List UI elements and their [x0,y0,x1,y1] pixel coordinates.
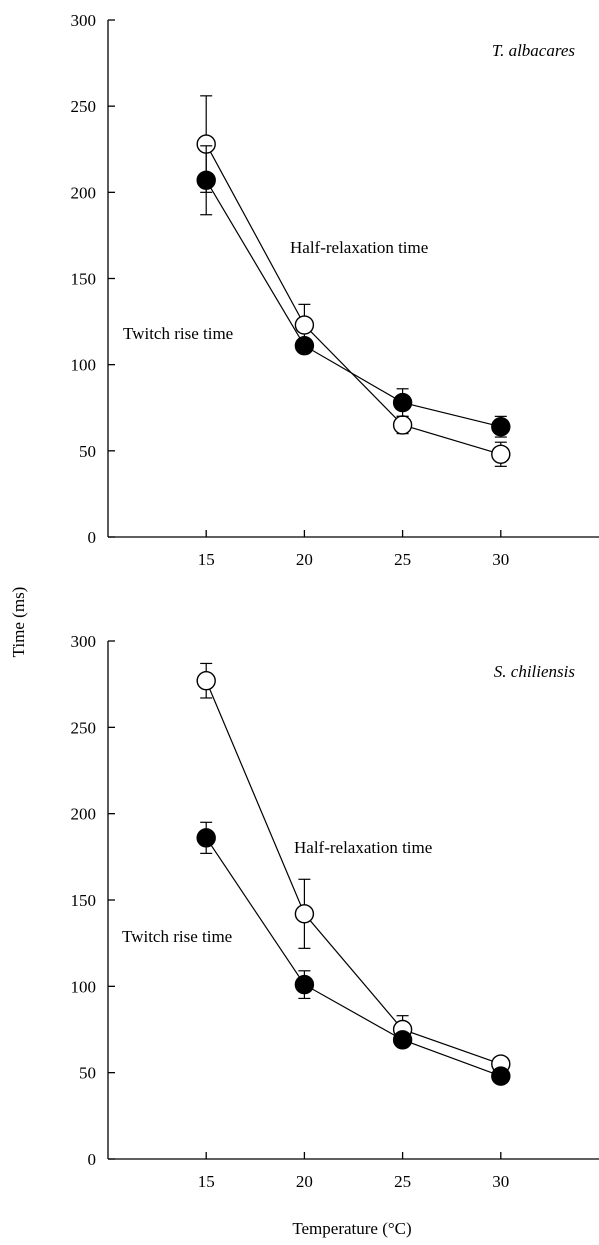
y-tick-label: 50 [79,1064,96,1083]
y-tick-label: 200 [71,805,97,824]
y-tick-label: 150 [71,270,97,289]
data-point-filled [196,170,216,190]
y-tick-label: 250 [71,97,97,116]
series-label: Twitch rise time [123,324,233,343]
x-tick-label: 15 [198,1172,215,1191]
y-tick-label: 100 [71,977,97,996]
series-line [205,179,501,428]
data-point-open [392,415,413,435]
data-point-filled [294,336,315,356]
x-tick-label: 20 [296,1172,313,1191]
y-tick-label: 100 [71,356,97,375]
series-twitch-rise-time [196,821,511,1086]
series-label: Half-relaxation time [290,238,428,257]
y-tick-label: 300 [71,632,97,651]
x-tick-label: 25 [394,1172,411,1191]
data-point-filled [491,1066,511,1086]
y-tick-label: 0 [88,1150,97,1169]
y-tick-label: 300 [71,11,97,30]
y-tick-label: 150 [71,891,97,910]
series-line [205,837,502,1077]
series-label: Twitch rise time [122,927,232,946]
data-point-filled [196,828,216,848]
x-axis-title: Temperature (°C) [292,1219,411,1238]
y-tick-label: 250 [71,718,97,737]
series-half-relaxation-time [196,95,511,467]
x-tick-label: 30 [492,1172,509,1191]
data-point-filled [392,1030,413,1050]
x-tick-label: 30 [492,550,509,569]
y-tick-label: 50 [79,442,96,461]
data-point-open [294,904,315,924]
data-point-filled [491,417,511,437]
y-axis-title: Time (ms) [9,587,28,658]
series-line [205,143,501,455]
series-twitch-rise-time [196,145,511,438]
x-tick-label: 20 [296,550,313,569]
panel-s-chiliensis: 0 50 100 150 200 250 300 15 20 25 30 S. chiliensis H… [71,632,599,1191]
series-label: Half-relaxation time [294,838,432,857]
y-tick-label: 200 [71,183,97,202]
y-tick-label: 0 [88,528,97,547]
data-point-open [294,315,315,335]
series-line [205,680,501,1065]
panel-t-albacares: 0 50 100 150 200 250 300 15 20 25 30 T. albacares Ha… [71,11,599,569]
panel-title: T. albacares [492,41,575,60]
data-point-open [491,444,511,464]
data-point-filled [294,974,315,995]
data-point-filled [392,392,413,413]
x-tick-label: 15 [198,550,215,569]
data-point-open [196,671,216,691]
panel-title: S. chiliensis [494,662,576,681]
x-tick-label: 25 [394,550,411,569]
